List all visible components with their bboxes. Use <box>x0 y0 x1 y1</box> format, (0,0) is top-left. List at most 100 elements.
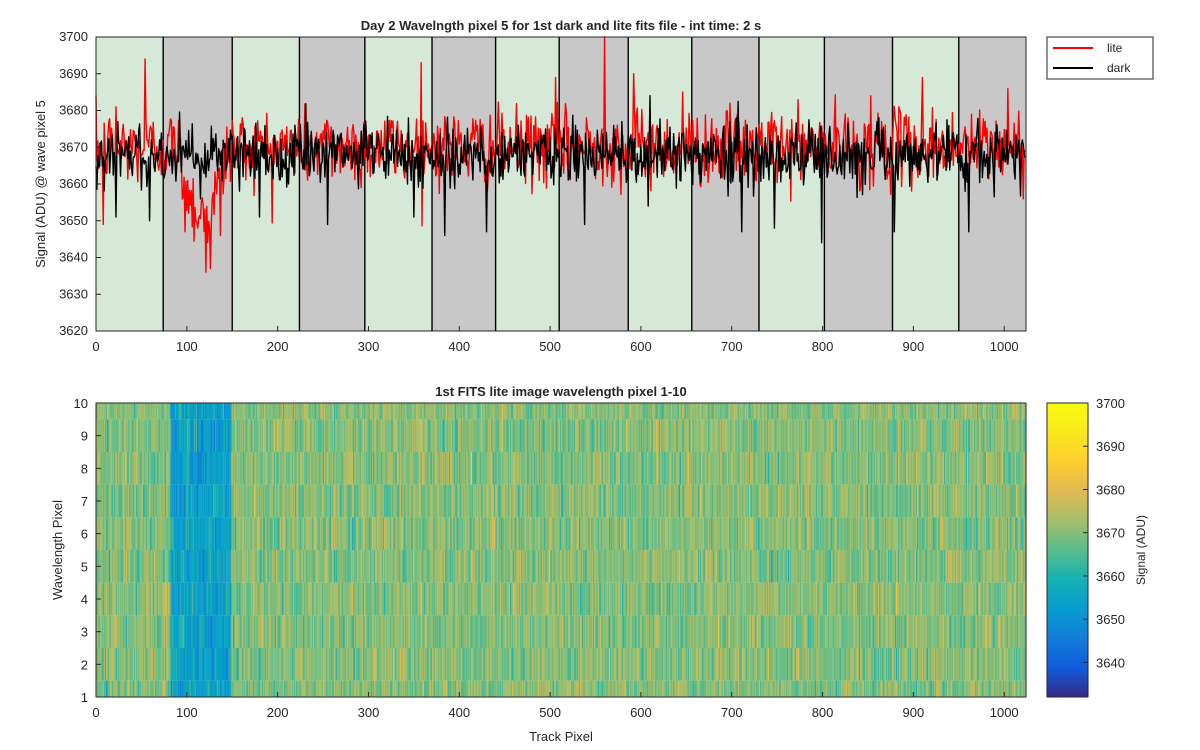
heatmap-cell <box>156 419 159 452</box>
heatmap-cell <box>122 419 124 452</box>
heatmap-cell <box>249 419 251 452</box>
heatmap-cell <box>580 403 582 420</box>
heatmap-cell <box>181 452 183 485</box>
heatmap-cell <box>487 419 489 452</box>
heatmap-cell <box>716 403 718 420</box>
heatmap-cell <box>441 419 443 452</box>
heatmap-cell <box>851 403 853 420</box>
heatmap-cell <box>798 403 801 420</box>
heatmap-cell <box>314 419 317 452</box>
heatmap-cell <box>471 403 473 420</box>
heatmap-cell <box>433 452 436 485</box>
line-plot-x-ticks: 0 100 200 300 400 500 600 700 800 900 1000 <box>92 326 1019 354</box>
heatmap-cell <box>200 403 202 420</box>
heatmap-cell <box>597 403 599 420</box>
heatmap-cell <box>951 419 953 452</box>
heatmap-cell <box>451 452 453 485</box>
heatmap-cell <box>588 403 590 420</box>
heatmap-cell <box>725 419 727 452</box>
heatmap-cell <box>769 419 772 452</box>
heatmap-cell <box>713 403 715 420</box>
heatmap-cell <box>603 419 605 452</box>
heatmap-cell <box>225 452 228 485</box>
heatmap-cell <box>230 452 232 485</box>
heatmap-cell <box>204 403 206 420</box>
heatmap-cell <box>784 419 786 452</box>
heatmap-cell <box>367 419 369 452</box>
heatmap-cell <box>564 403 566 420</box>
heatmap-cell <box>847 403 850 420</box>
heatmap-cell <box>285 419 288 452</box>
heatmap-cell <box>704 419 706 452</box>
heatmap-cell <box>205 403 208 420</box>
heatmap-cell <box>115 452 117 485</box>
heatmap-cell <box>887 419 890 452</box>
heatmap-cell <box>300 403 302 420</box>
heatmap-cell <box>762 419 764 452</box>
heatmap-cell <box>404 419 407 452</box>
heatmap-cell <box>640 419 642 452</box>
heatmap-cell <box>395 452 397 485</box>
heatmap-cell <box>360 419 362 452</box>
heatmap-cell <box>521 403 524 420</box>
heatmap-cell <box>704 403 706 420</box>
heatmap-cell <box>427 452 429 485</box>
heatmap-cell <box>181 403 183 420</box>
heatmap-cell <box>471 452 473 485</box>
heatmap-cell <box>186 419 189 452</box>
heatmap-cell <box>431 403 433 420</box>
heatmap-cell <box>480 452 482 485</box>
heatmap-cell <box>598 403 600 420</box>
heatmap-cell <box>612 403 615 420</box>
heatmap-cell <box>254 403 257 420</box>
heatmap-cell <box>847 403 849 420</box>
heatmap-cell <box>989 419 991 452</box>
heatmap-cell <box>452 452 455 485</box>
heatmap-cell <box>664 419 666 452</box>
heatmap-cell <box>759 419 762 452</box>
heatmap-cell <box>432 403 434 420</box>
heatmap-cell <box>556 419 558 452</box>
heatmap-cell <box>421 419 423 452</box>
heatmap-cell <box>956 403 958 420</box>
x-tick-label: 500 <box>539 339 561 354</box>
heatmap-cell <box>295 403 298 420</box>
heatmap-cell <box>490 403 492 420</box>
heatmap-cell <box>863 403 865 420</box>
heatmap-cell <box>373 419 376 452</box>
heatmap-cell <box>328 403 330 420</box>
heatmap-cell <box>774 419 776 452</box>
heatmap-cell <box>542 419 545 452</box>
heatmap-cell <box>389 403 391 420</box>
heatmap-cell <box>530 419 532 452</box>
heatmap-cell <box>617 419 619 452</box>
heatmap-cell <box>273 452 275 485</box>
heatmap-cell <box>1016 419 1018 452</box>
heatmap-cell <box>689 419 692 452</box>
heatmap-cell <box>446 419 448 452</box>
heatmap-cell <box>242 452 244 485</box>
heatmap-cell <box>780 419 783 452</box>
heatmap-cell <box>830 419 832 452</box>
heatmap-cell <box>561 403 564 420</box>
heatmap-cell <box>535 403 537 420</box>
heatmap-cell <box>171 419 173 452</box>
heatmap-cell <box>1009 419 1011 452</box>
heatmap-cell <box>427 419 429 452</box>
heatmap-cell <box>175 419 177 452</box>
heatmap-cell <box>760 403 763 420</box>
heatmap-cell <box>817 403 819 420</box>
heatmap-cell <box>442 419 445 452</box>
heatmap-cell <box>625 419 627 452</box>
heatmap-cell <box>965 419 967 452</box>
heatmap-cell <box>878 403 881 420</box>
heatmap-cell <box>164 419 166 452</box>
heatmap-cell <box>992 419 994 452</box>
heatmap-cell <box>353 403 355 420</box>
heatmap-cell <box>533 419 536 452</box>
heatmap-cell <box>111 419 113 452</box>
heatmap-cell <box>134 452 136 485</box>
heatmap-cell <box>535 419 537 452</box>
heatmap-cell <box>425 403 427 420</box>
heatmap-cell <box>874 403 876 420</box>
